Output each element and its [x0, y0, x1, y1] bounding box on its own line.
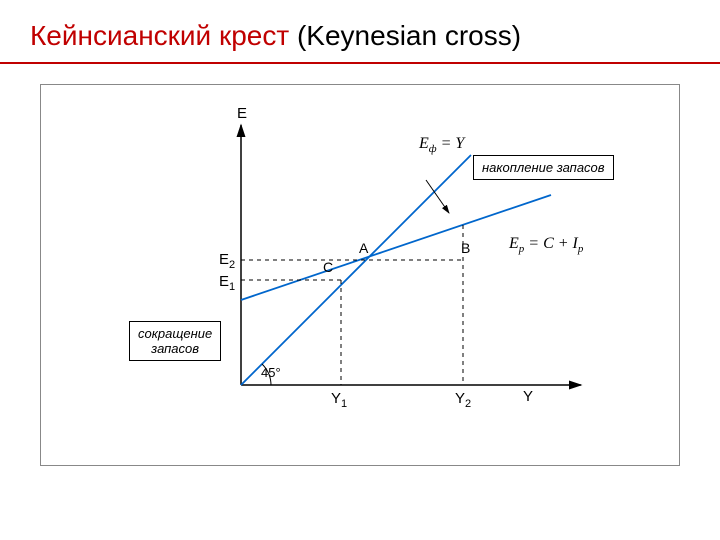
label-Y1: Y1: [331, 390, 347, 410]
label-Y2: Y2: [455, 390, 471, 410]
title-paren: (Keynesian cross): [289, 20, 521, 51]
label-angle-45: 45°: [261, 365, 281, 380]
label-point-A: A: [359, 240, 368, 256]
box-accumulation: накопление запасов: [473, 155, 614, 180]
label-point-B: B: [461, 240, 470, 256]
slide-title: Кейнсианский крест (Keynesian cross): [0, 0, 720, 64]
box-reduction: сокращение запасов: [129, 321, 221, 361]
label-Y-axis: Y: [523, 388, 533, 405]
formula-Ep: Ep = C + Ip: [509, 235, 583, 255]
label-E-axis: E: [237, 105, 247, 122]
chart-area: E E2 E1 Y1 Y2 Y A B C 45° Eф = Y Ep = C …: [40, 84, 680, 466]
line-Ep: [241, 195, 551, 300]
formula-Ef-eq-Y: Eф = Y: [419, 135, 464, 155]
line-45deg: [241, 155, 471, 385]
title-main: Кейнсианский крест: [30, 20, 289, 51]
label-point-C: C: [323, 259, 333, 275]
keynesian-cross-svg: [41, 85, 681, 465]
label-E2: E2: [219, 251, 235, 271]
label-E1: E1: [219, 273, 235, 293]
